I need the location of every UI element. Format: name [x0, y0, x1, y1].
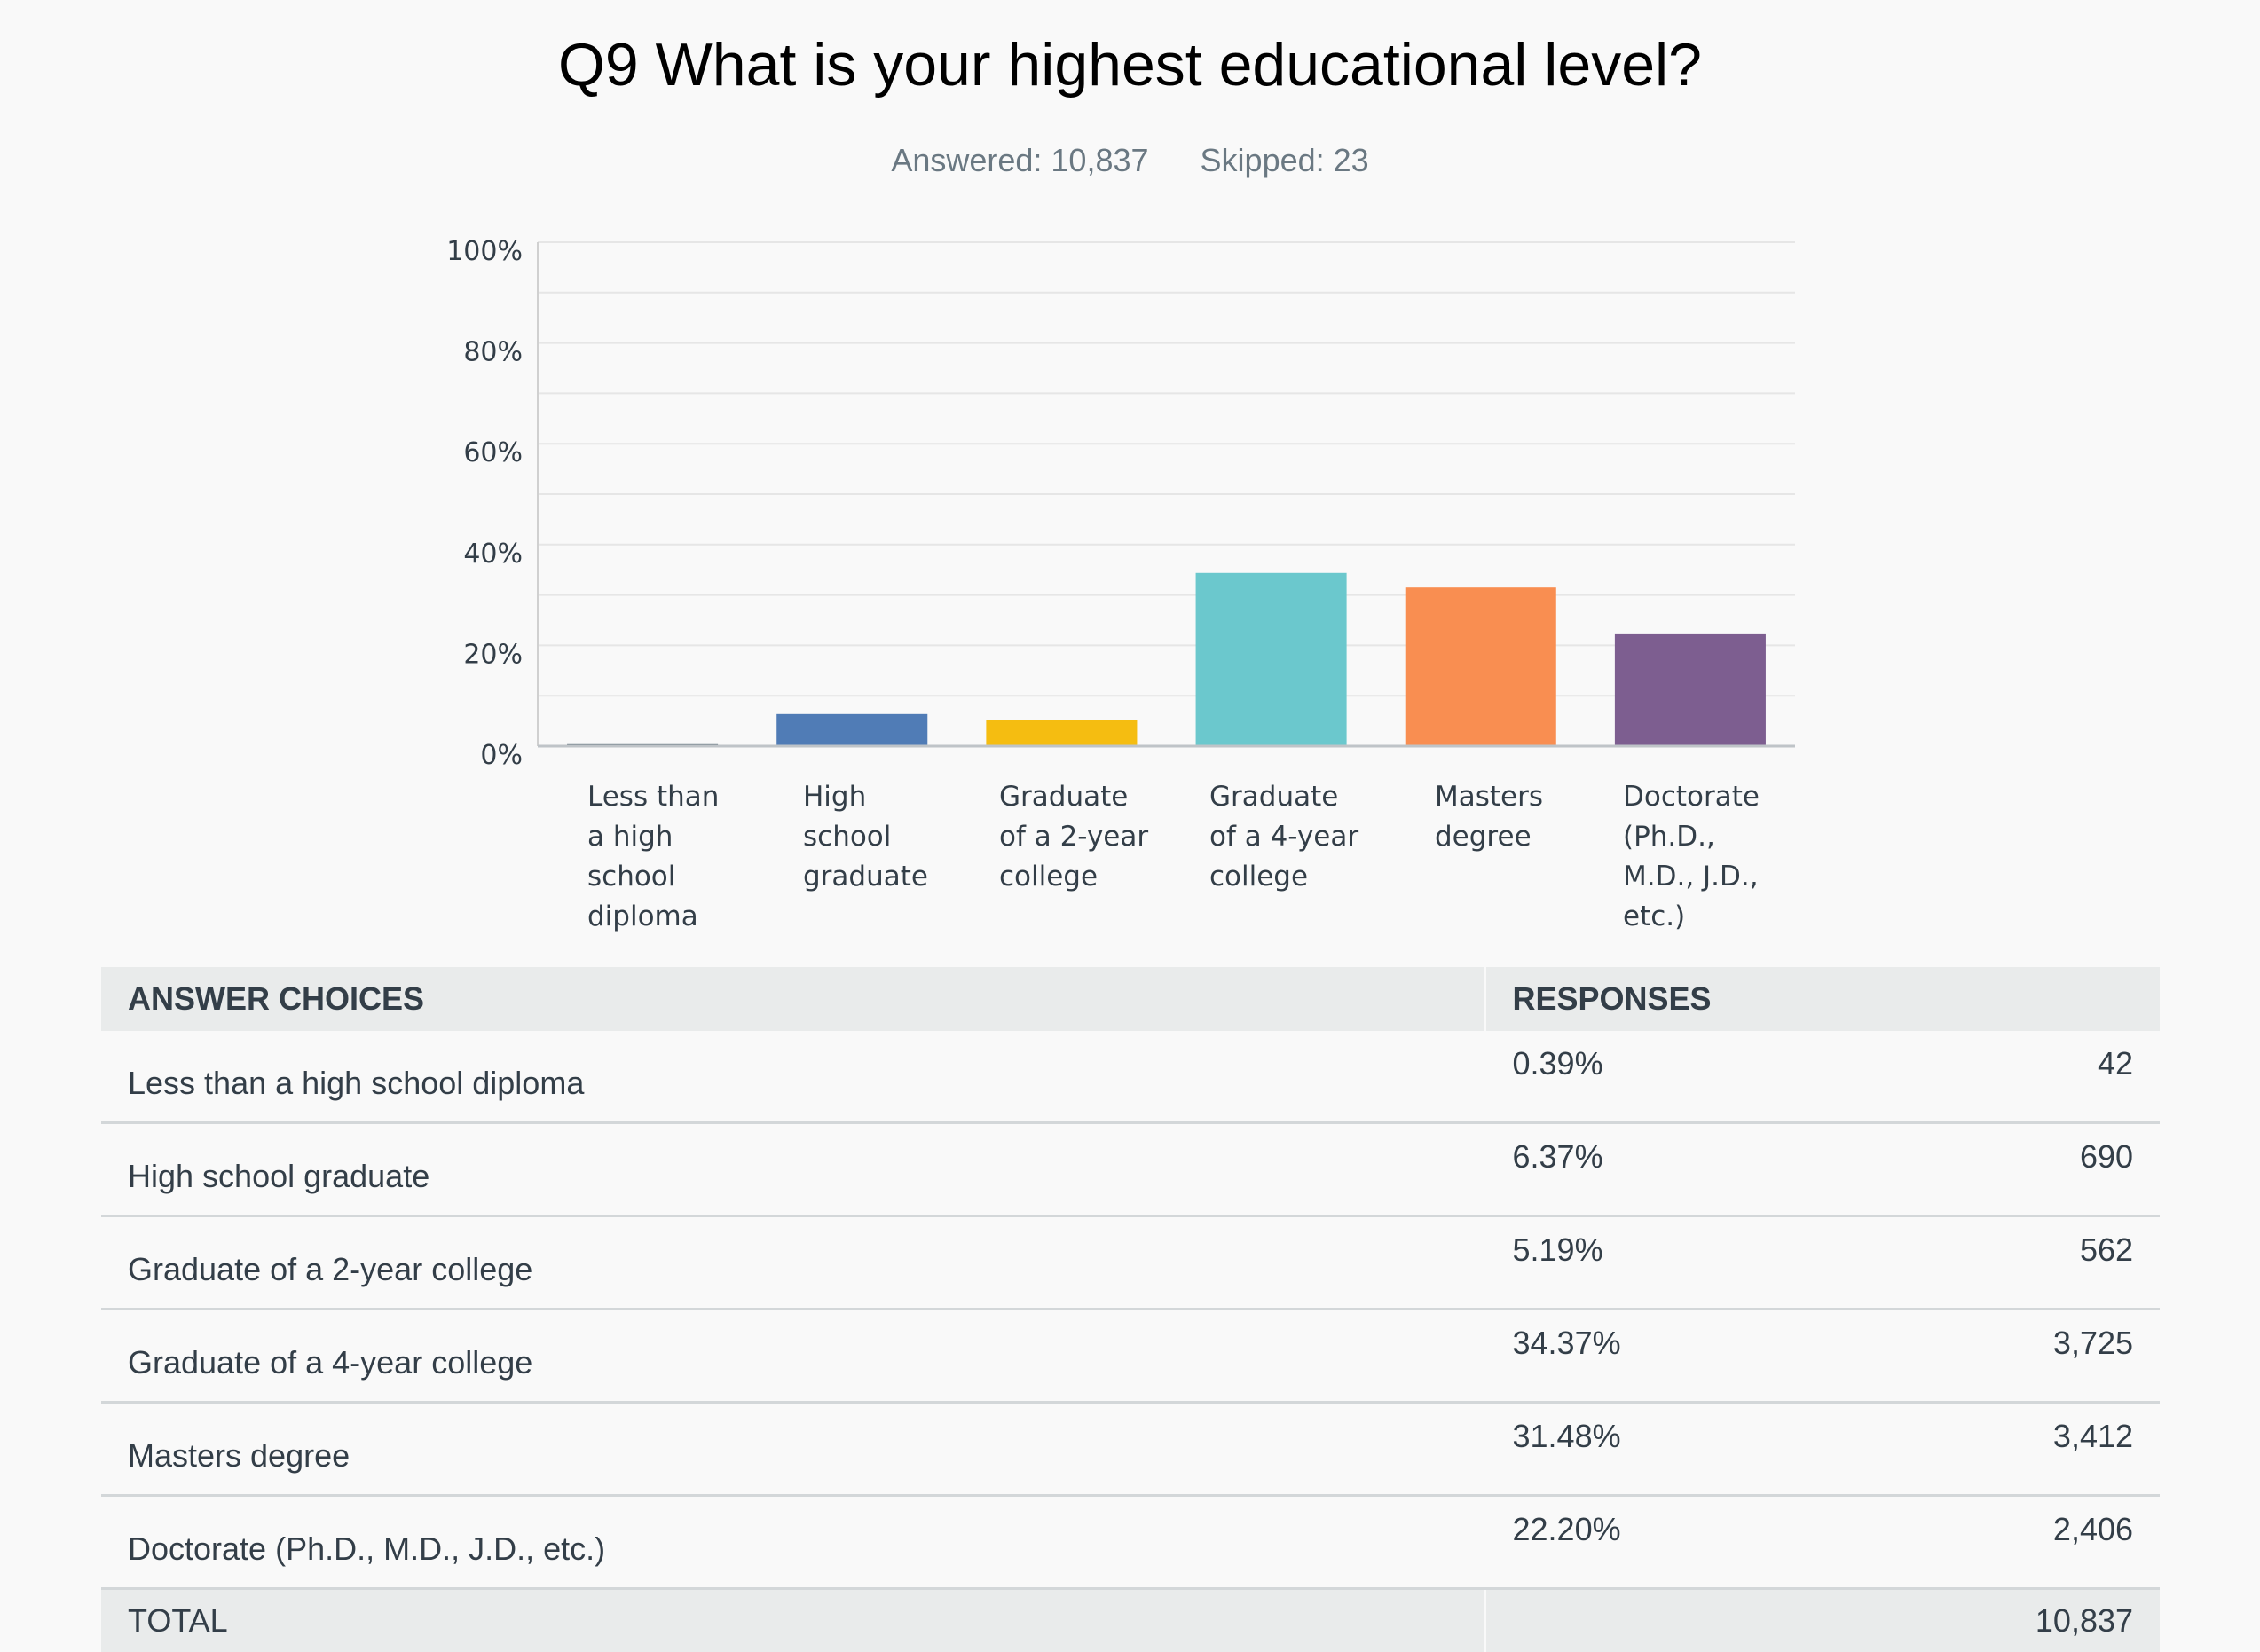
- bar: [1406, 587, 1556, 746]
- response-percent: 22.20%: [1484, 1496, 1822, 1589]
- answer-choice: Masters degree: [101, 1403, 1484, 1496]
- response-percent: 34.37%: [1484, 1310, 1822, 1403]
- bar: [1196, 573, 1347, 746]
- y-tick-label: 40%: [463, 539, 523, 570]
- bar: [1615, 634, 1766, 746]
- response-count: 562: [1822, 1216, 2160, 1310]
- responses-header: RESPONSES: [1484, 967, 2160, 1031]
- response-count: 690: [1822, 1123, 2160, 1216]
- y-tick-label: 100%: [446, 236, 523, 267]
- answer-choice: Graduate of a 2-year college: [101, 1216, 1484, 1310]
- response-count: 2,406: [1822, 1496, 2160, 1589]
- x-category-label: Doctorate(Ph.D.,M.D., J.D.,etc.): [1623, 781, 1760, 932]
- bar: [986, 720, 1137, 746]
- response-percent: 6.37%: [1484, 1123, 1822, 1216]
- y-tick-label: 60%: [463, 437, 523, 468]
- response-percent: 31.48%: [1484, 1403, 1822, 1496]
- table-row: Doctorate (Ph.D., M.D., J.D., etc.) 22.2…: [101, 1496, 2160, 1589]
- answer-choice: Less than a high school diploma: [101, 1031, 1484, 1123]
- table-row: Less than a high school diploma 0.39% 42: [101, 1031, 2160, 1123]
- answer-choice: High school graduate: [101, 1123, 1484, 1216]
- responses-table: ANSWER CHOICES RESPONSES Less than a hig…: [101, 967, 2160, 1652]
- total-count: 10,837: [1822, 1589, 2160, 1652]
- total-label: TOTAL: [101, 1589, 1484, 1652]
- answer-choice: Doctorate (Ph.D., M.D., J.D., etc.): [101, 1496, 1484, 1589]
- total-percent-cell: [1484, 1589, 1822, 1652]
- total-row: TOTAL 10,837: [101, 1589, 2160, 1652]
- y-tick-label: 20%: [463, 639, 523, 670]
- response-count: 3,412: [1822, 1403, 2160, 1496]
- response-count: 42: [1822, 1031, 2160, 1123]
- table-row: High school graduate 6.37% 690: [101, 1123, 2160, 1216]
- y-tick-label: 0%: [480, 740, 523, 771]
- bar: [776, 714, 927, 746]
- response-count: 3,725: [1822, 1310, 2160, 1403]
- answer-choice: Graduate of a 4-year college: [101, 1310, 1484, 1403]
- table-row: Masters degree 31.48% 3,412: [101, 1403, 2160, 1496]
- response-percent: 5.19%: [1484, 1216, 1822, 1310]
- table-row: Graduate of a 2-year college 5.19% 562: [101, 1216, 2160, 1310]
- answer-choices-header: ANSWER CHOICES: [101, 967, 1484, 1031]
- table-header-row: ANSWER CHOICES RESPONSES: [101, 967, 2160, 1031]
- table-row: Graduate of a 4-year college 34.37% 3,72…: [101, 1310, 2160, 1403]
- response-percent: 0.39%: [1484, 1031, 1822, 1123]
- y-tick-label: 80%: [463, 337, 523, 368]
